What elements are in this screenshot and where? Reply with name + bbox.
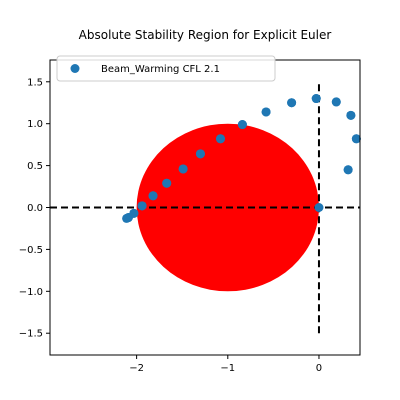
y-tick-label: 1.0 — [27, 119, 43, 130]
data-point — [261, 107, 271, 117]
data-point — [216, 134, 225, 144]
legend-box — [56, 55, 276, 82]
y-tick-label: 1.5 — [27, 77, 43, 88]
data-point — [287, 98, 297, 108]
data-point — [178, 164, 188, 174]
y-tick-label: −0.5 — [19, 245, 43, 256]
data-point — [343, 165, 353, 175]
y-tick-label: 0.0 — [27, 203, 43, 214]
data-point — [237, 120, 247, 130]
data-point — [148, 191, 158, 201]
plot-area — [50, 81, 361, 334]
y-tick-label: 0.5 — [27, 161, 43, 172]
x-tick-label: −1 — [220, 363, 235, 374]
chart-title: Absolute Stability Region for Explicit E… — [79, 28, 332, 42]
data-point — [195, 149, 205, 159]
data-point — [162, 178, 172, 188]
x-tick-label: −2 — [129, 363, 144, 374]
x-tick-label: 0 — [316, 363, 322, 374]
data-point — [331, 97, 341, 107]
data-point — [311, 94, 321, 104]
data-point — [129, 208, 139, 218]
data-point — [346, 110, 356, 120]
y-tick-label: −1.5 — [19, 329, 43, 340]
legend-entry-label: Beam_Warming CFL 2.1 — [101, 64, 220, 75]
data-point — [137, 201, 147, 211]
legend: Beam_Warming CFL 2.1 — [56, 55, 276, 82]
data-point — [314, 203, 324, 212]
data-point — [351, 134, 361, 144]
axis-ticks: −2 −1 0 −1.5 −1.0 −0.5 0.0 0.5 1.0 1.5 — [19, 77, 322, 374]
legend-marker — [70, 64, 80, 73]
y-tick-label: −1.0 — [19, 287, 43, 298]
